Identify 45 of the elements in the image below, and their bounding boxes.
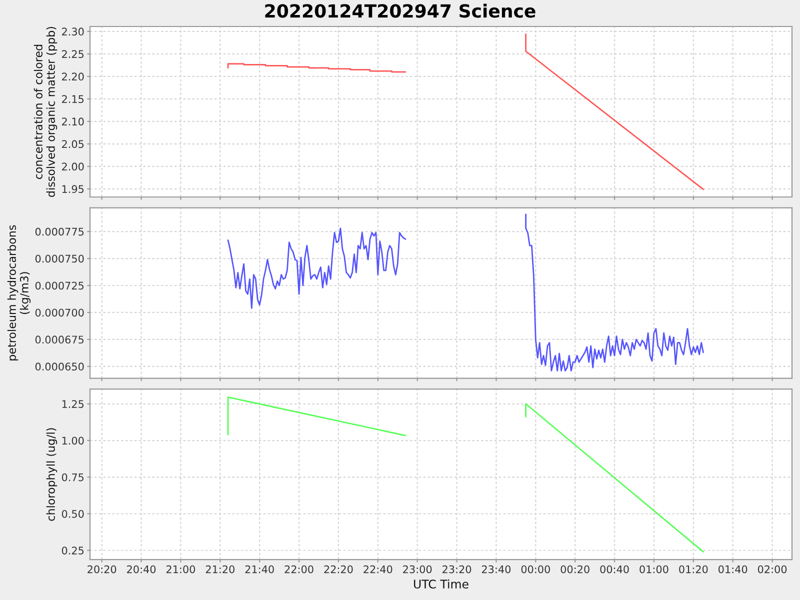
x-tick-label: 21:20 (206, 565, 234, 574)
y-tick-label: 2.00 (62, 162, 84, 171)
x-tick-label: 22:00 (284, 565, 314, 574)
x-tick-label: 20:40 (127, 565, 156, 574)
y-tick-label: 0.000775 (35, 228, 84, 236)
x-tick-label: 22:20 (324, 565, 353, 574)
y-axis-title: petroleum hydrocarbons (kg/m3) (7, 225, 31, 360)
line-series (227, 228, 406, 309)
y-tick-label: 1.25 (62, 400, 84, 408)
y-axis-title: concentration of colored dissolved organic matter (ppb) (34, 26, 58, 197)
y-tick-label: 2.10 (62, 118, 84, 126)
x-tick-label: 21:00 (166, 565, 196, 574)
x-tick-label: 23:00 (403, 565, 432, 574)
y-tick-label: 0.000750 (35, 254, 84, 263)
x-tick-label: 02:00 (758, 565, 787, 574)
x-tick-label: 20:20 (88, 565, 116, 574)
y-tick-label: 2.20 (62, 72, 84, 81)
y-tick-label: 0.50 (62, 510, 84, 518)
y-tick-label: 2.15 (62, 95, 84, 104)
y-tick-label: 0.000650 (35, 362, 84, 371)
y-tick-label: 1.95 (62, 185, 84, 194)
y-tick-label: 0.000725 (35, 282, 84, 290)
x-tick-label: 22:40 (364, 565, 392, 574)
y-tick-label: 0.000675 (35, 336, 84, 344)
y-tick-label: 2.05 (62, 140, 84, 148)
x-tick-label: 00:00 (521, 565, 550, 574)
x-tick-label: 00:20 (560, 565, 590, 574)
x-tick-label: 00:40 (600, 565, 629, 574)
x-tick-label: 23:20 (442, 565, 472, 574)
x-tick-label: 01:20 (679, 565, 708, 574)
y-tick-label: 1.00 (62, 436, 84, 445)
chart-title: 20220124T202947 Science (265, 4, 536, 18)
x-tick-label: 01:00 (640, 565, 668, 574)
x-tick-label: 01:40 (718, 565, 748, 574)
x-tick-label: 21:40 (245, 565, 274, 574)
x-tick-label: 23:40 (482, 565, 511, 574)
x-axis-title: UTC Time (414, 579, 468, 589)
line-series (525, 214, 704, 372)
line-series (227, 63, 406, 73)
y-tick-label: 2.25 (62, 50, 84, 58)
y-tick-label: 0.000700 (35, 308, 84, 317)
y-tick-label: 0.75 (62, 473, 84, 482)
y-tick-label: 0.25 (62, 546, 84, 554)
y-axis-title: chlorophyll (ug/l) (46, 428, 58, 521)
y-tick-label: 2.30 (62, 28, 84, 36)
